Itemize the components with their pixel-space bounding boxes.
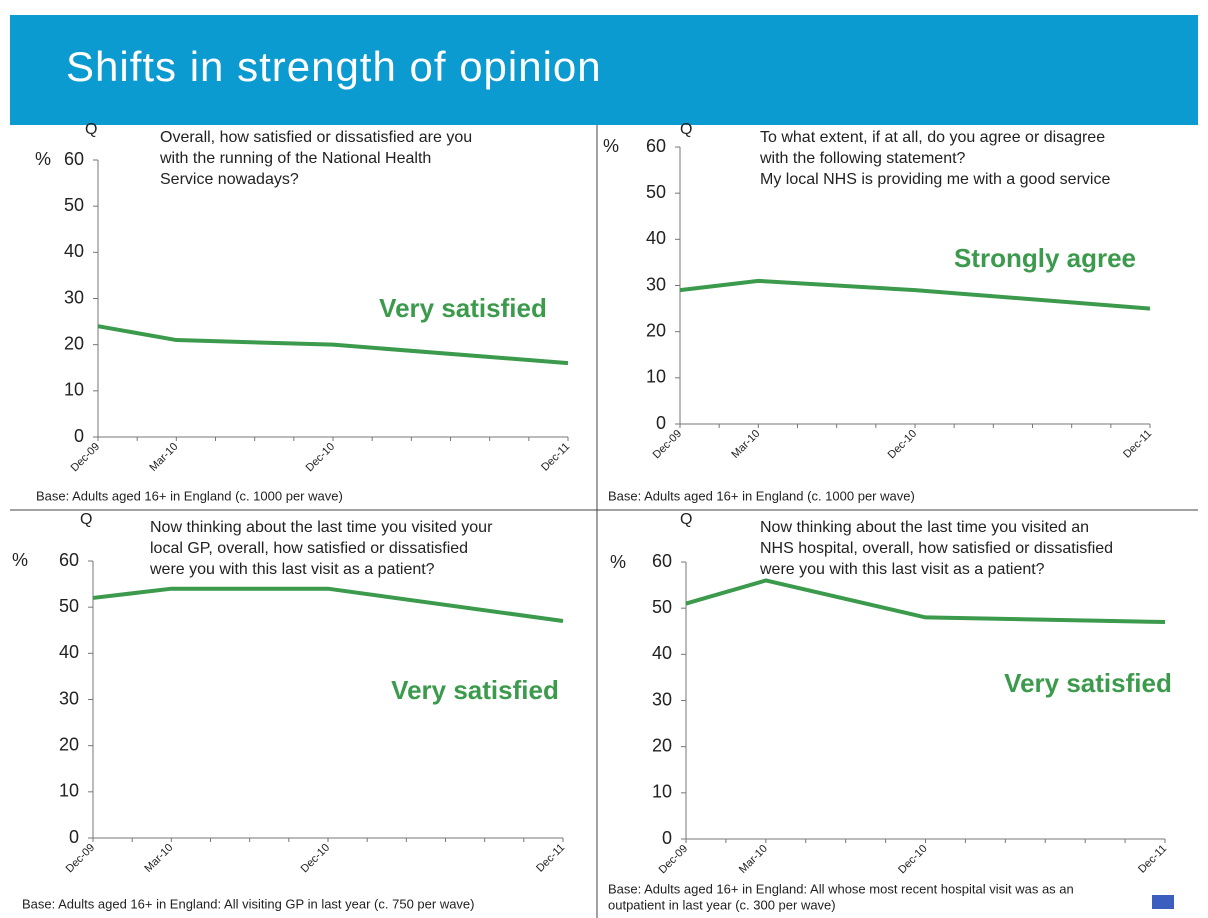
- footnote: Base: Adults aged 16+ in England: All wh…: [608, 881, 1074, 896]
- question: NHS hospital, overall, how satisfied or …: [760, 540, 1113, 557]
- question: local GP, overall, how satisfied or diss…: [150, 540, 468, 557]
- logo: [1152, 895, 1174, 909]
- y-tick-label: 20: [646, 320, 666, 340]
- footnote: outpatient in last year (c. 300 per wave…: [608, 897, 836, 912]
- y-tick-label: 60: [646, 136, 666, 156]
- y-tick-label: 60: [64, 149, 84, 169]
- footnote: Base: Adults aged 16+ in England: All vi…: [22, 896, 475, 911]
- question: Overall, how satisfied or dissatisfied a…: [160, 129, 472, 146]
- y-tick-label: 0: [69, 827, 79, 847]
- x-tick-label: Dec-10: [299, 842, 333, 876]
- series-line: [685, 578, 1166, 625]
- y-tick-label: 10: [646, 367, 666, 387]
- y-tick-label: 40: [59, 642, 79, 662]
- x-tick-label: Dec-10: [886, 428, 920, 462]
- question: were you with this last visit as a patie…: [149, 561, 435, 578]
- y-unit: %: [12, 550, 28, 570]
- y-tick-label: 20: [652, 735, 672, 755]
- y-tick-label: 50: [646, 182, 666, 202]
- series-line: [92, 586, 564, 623]
- footnote: Base: Adults aged 16+ in England (c. 100…: [608, 488, 915, 503]
- x-tick-label: Dec-10: [896, 843, 930, 877]
- slide-title: Shifts in strength of opinion: [66, 43, 602, 90]
- series-label: Very satisfied: [391, 675, 559, 705]
- x-tick-label: Dec-11: [1136, 843, 1169, 876]
- series-line: [679, 278, 1151, 311]
- series-label: Strongly agree: [954, 243, 1136, 273]
- y-tick-label: 60: [59, 550, 79, 570]
- x-tick-label: Mar-10: [142, 842, 175, 875]
- y-tick-label: 0: [662, 828, 672, 848]
- y-tick-label: 20: [64, 333, 84, 353]
- y-tick-label: 10: [64, 380, 84, 400]
- y-tick-label: 50: [652, 597, 672, 617]
- y-unit: %: [603, 136, 619, 156]
- series-line: [97, 324, 569, 366]
- y-tick-label: 40: [652, 643, 672, 663]
- x-tick-label: Dec-11: [534, 842, 567, 875]
- series-label: Very satisfied: [379, 293, 547, 323]
- y-tick-label: 10: [652, 782, 672, 802]
- header-band: [10, 15, 1198, 125]
- footnote: Base: Adults aged 16+ in England (c. 100…: [36, 488, 343, 503]
- question: with the following statement?: [759, 150, 966, 167]
- x-tick-label: Dec-11: [539, 441, 572, 474]
- y-unit: %: [610, 552, 626, 572]
- y-tick-label: 40: [64, 241, 84, 261]
- y-tick-label: 40: [646, 228, 666, 248]
- y-tick-label: 30: [646, 274, 666, 294]
- q-label: Q: [80, 511, 92, 528]
- y-tick-label: 0: [74, 426, 84, 446]
- y-tick-label: 20: [59, 734, 79, 754]
- x-tick-label: Mar-10: [147, 441, 180, 474]
- y-tick-label: 30: [652, 689, 672, 709]
- question: To what extent, if at all, do you agree …: [760, 129, 1105, 146]
- y-tick-label: 60: [652, 551, 672, 571]
- y-tick-label: 10: [59, 781, 79, 801]
- y-tick-label: 0: [656, 413, 666, 433]
- question: Now thinking about the last time you vis…: [150, 519, 493, 536]
- q-label: Q: [680, 121, 692, 138]
- x-tick-label: Dec-10: [304, 441, 338, 475]
- y-tick-label: 30: [59, 688, 79, 708]
- series-label: Very satisfied: [1004, 668, 1172, 698]
- x-tick-label: Mar-10: [729, 428, 762, 461]
- q-label: Q: [680, 511, 692, 528]
- y-unit: %: [35, 149, 51, 169]
- question: with the running of the National Health: [159, 150, 431, 167]
- y-tick-label: 30: [64, 287, 84, 307]
- y-tick-label: 50: [64, 195, 84, 215]
- question: My local NHS is providing me with a good…: [760, 171, 1110, 188]
- x-tick-label: Mar-10: [737, 843, 770, 876]
- y-tick-label: 50: [59, 596, 79, 616]
- x-tick-label: Dec-11: [1121, 428, 1154, 461]
- question: were you with this last visit as a patie…: [759, 561, 1045, 578]
- question: Now thinking about the last time you vis…: [760, 519, 1089, 536]
- q-label: Q: [85, 121, 97, 138]
- question: Service nowadays?: [160, 171, 299, 188]
